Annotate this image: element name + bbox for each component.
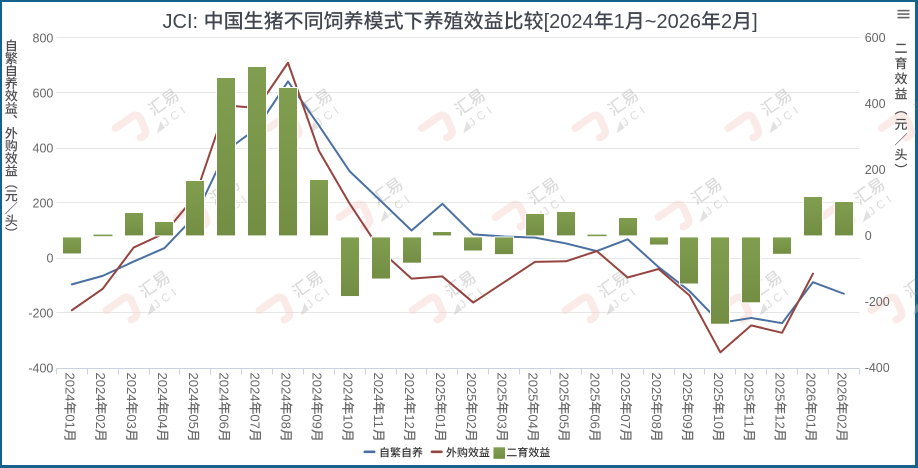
svg-text:JCI: JCI — [160, 103, 191, 130]
svg-text:2024: 2024 — [371, 373, 386, 402]
svg-text:800: 800 — [33, 31, 54, 45]
svg-text:JCI: JCI — [384, 192, 415, 219]
svg-text:JCI: JCI — [763, 285, 794, 312]
svg-text:JCI: JCI — [620, 103, 651, 130]
svg-text:-400: -400 — [28, 361, 53, 375]
svg-text:2024: 2024 — [217, 373, 232, 402]
svg-text:2025: 2025 — [618, 373, 633, 402]
svg-text:10: 10 — [711, 414, 726, 428]
svg-text:2025: 2025 — [773, 373, 788, 402]
svg-text:JCI: JCI — [457, 285, 488, 312]
svg-text:400: 400 — [33, 141, 54, 155]
svg-text:02: 02 — [93, 414, 108, 428]
svg-text:2024: 2024 — [340, 373, 355, 402]
svg-text:2025: 2025 — [433, 373, 448, 402]
svg-text:01: 01 — [62, 414, 77, 428]
svg-text:2024: 2024 — [279, 373, 294, 402]
svg-text:]: ] — [752, 11, 758, 33]
svg-text:2025: 2025 — [680, 373, 695, 402]
svg-text:2026: 2026 — [803, 373, 818, 402]
svg-text:2024: 2024 — [124, 373, 139, 402]
svg-text:2: 2 — [656, 11, 667, 33]
svg-text:08: 08 — [649, 414, 664, 428]
svg-text:2024: 2024 — [309, 373, 324, 402]
svg-text:JCI:: JCI: — [163, 11, 199, 33]
svg-text:2: 2 — [721, 11, 732, 33]
svg-text:0: 0 — [46, 251, 53, 265]
svg-text:2025: 2025 — [495, 373, 510, 402]
svg-text:2: 2 — [549, 11, 560, 33]
svg-text:4: 4 — [583, 11, 594, 33]
svg-text:01: 01 — [803, 414, 818, 428]
svg-text:0: 0 — [560, 11, 571, 33]
svg-text:JCI: JCI — [304, 285, 335, 312]
svg-text:05: 05 — [556, 414, 571, 428]
svg-text:09: 09 — [309, 414, 324, 428]
svg-text:2024: 2024 — [155, 373, 170, 402]
svg-text:[: [ — [544, 11, 550, 33]
svg-text:6: 6 — [690, 11, 701, 33]
svg-text:03: 03 — [495, 414, 510, 428]
svg-text:-400: -400 — [865, 361, 890, 375]
svg-text:2025: 2025 — [464, 373, 479, 402]
svg-text:600: 600 — [33, 86, 54, 100]
svg-text:11: 11 — [371, 414, 386, 428]
svg-text:07: 07 — [248, 414, 263, 428]
svg-text:09: 09 — [680, 414, 695, 428]
svg-text:04: 04 — [526, 414, 541, 428]
svg-text:05: 05 — [186, 414, 201, 428]
svg-text:01: 01 — [433, 414, 448, 428]
svg-text:0: 0 — [668, 11, 679, 33]
svg-text:2026: 2026 — [834, 373, 849, 402]
svg-text:~: ~ — [645, 11, 657, 33]
svg-text:400: 400 — [865, 97, 886, 111]
svg-text:2: 2 — [571, 11, 582, 33]
svg-text:2025: 2025 — [556, 373, 571, 402]
svg-text:0: 0 — [865, 229, 872, 243]
svg-text:2024: 2024 — [402, 373, 417, 402]
svg-text:04: 04 — [155, 414, 170, 428]
svg-text:2024: 2024 — [186, 373, 201, 402]
svg-text:2024: 2024 — [248, 373, 263, 402]
svg-text:02: 02 — [834, 414, 849, 428]
svg-text:12: 12 — [402, 414, 417, 428]
svg-text:JCI: JCI — [610, 285, 641, 312]
svg-text:02: 02 — [464, 414, 479, 428]
svg-text:2025: 2025 — [742, 373, 757, 402]
svg-text:JCI: JCI — [866, 192, 897, 219]
svg-text:2025: 2025 — [649, 373, 664, 402]
svg-text:08: 08 — [279, 414, 294, 428]
svg-text:JCI: JCI — [467, 103, 498, 130]
svg-text:600: 600 — [865, 31, 886, 45]
svg-text:2024: 2024 — [62, 373, 77, 402]
svg-text:JCI: JCI — [773, 103, 804, 130]
svg-text:03: 03 — [124, 414, 139, 428]
svg-text:JCI: JCI — [703, 192, 734, 219]
svg-text:2: 2 — [679, 11, 690, 33]
svg-text:11: 11 — [742, 414, 757, 428]
svg-text:200: 200 — [865, 163, 886, 177]
svg-text:06: 06 — [587, 414, 602, 428]
svg-text:07: 07 — [618, 414, 633, 428]
svg-text:JCI: JCI — [151, 285, 182, 312]
svg-text:2024: 2024 — [93, 373, 108, 402]
svg-text:-200: -200 — [865, 295, 890, 309]
svg-text:12: 12 — [773, 414, 788, 428]
svg-text:10: 10 — [340, 414, 355, 428]
svg-text:-200: -200 — [28, 306, 53, 320]
svg-text:2025: 2025 — [711, 373, 726, 402]
svg-text:200: 200 — [33, 196, 54, 210]
svg-text:1: 1 — [614, 11, 625, 33]
svg-text:2025: 2025 — [526, 373, 541, 402]
svg-text:06: 06 — [217, 414, 232, 428]
svg-text:2025: 2025 — [587, 373, 602, 402]
